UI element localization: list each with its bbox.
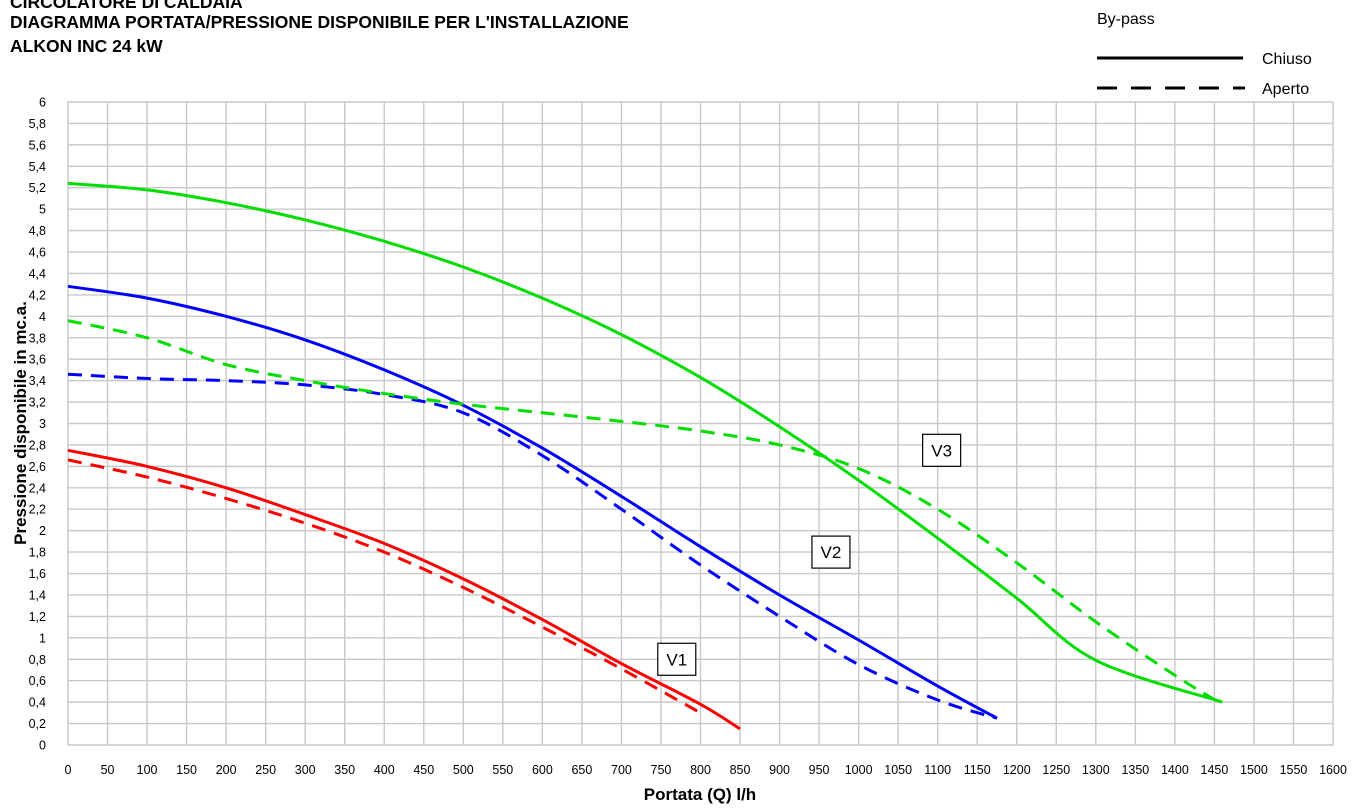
x-tick-label: 1350 (1121, 763, 1149, 777)
series-line-v3-aperto (67, 319, 1224, 706)
y-tick-label: 4,6 (29, 246, 46, 260)
chart-series-group (67, 181, 1224, 731)
y-tick-label: 2 (39, 524, 46, 538)
series-line-v3-chiuso (67, 181, 1223, 704)
chart-title-line2: DIAGRAMMA PORTATA/PRESSIONE DISPONIBILE … (10, 12, 629, 32)
y-tick-label: 3,8 (29, 331, 46, 345)
x-tick-label: 750 (651, 763, 672, 777)
x-tick-label: 1050 (884, 763, 912, 777)
y-tick-label: 4,2 (29, 288, 46, 302)
x-tick-label: 800 (690, 763, 711, 777)
x-tick-label: 1400 (1161, 763, 1189, 777)
x-tick-label: 1150 (964, 763, 991, 777)
y-tick-label: 0,4 (29, 696, 46, 710)
y-tick-label: 5,6 (29, 138, 46, 152)
curve-label-v1: V1 (666, 650, 687, 669)
x-tick-label: 900 (769, 763, 790, 777)
x-tick-label: 1550 (1280, 763, 1308, 777)
x-tick-label: 600 (532, 763, 553, 777)
series-line-v1-aperto (67, 458, 702, 715)
series-line-v2-aperto (67, 372, 998, 720)
series-line-v1-chiuso (67, 448, 741, 731)
y-tick-label: 3,4 (29, 374, 46, 388)
x-tick-label: 500 (453, 763, 474, 777)
x-tick-label: 650 (571, 763, 592, 777)
x-tick-label: 400 (374, 763, 395, 777)
curve-label-v2: V2 (821, 543, 842, 562)
y-tick-label: 1,2 (29, 610, 46, 624)
chart-ticks: 0 50 100 150 200 250 300 350 400 450 500 550 600 650 7… (29, 96, 1347, 778)
chart-curve-labels: V1 V2 V3 (657, 433, 962, 676)
y-tick-label: 0,8 (29, 653, 46, 667)
x-tick-label: 1300 (1082, 763, 1110, 777)
y-tick-label: 4,8 (29, 224, 46, 238)
x-tick-label: 200 (216, 763, 237, 777)
y-tick-label: 1,4 (29, 588, 46, 602)
x-tick-label: 250 (255, 763, 276, 777)
x-tick-label: 50 (101, 763, 115, 777)
x-tick-label: 100 (137, 763, 158, 777)
y-tick-label: 2,4 (29, 481, 46, 495)
x-tick-label: 1250 (1042, 763, 1070, 777)
legend-label-chiuso: Chiuso (1262, 51, 1312, 68)
y-tick-label: 4,4 (29, 267, 46, 281)
series-line-v2-chiuso (67, 284, 998, 720)
y-tick-label: 2,8 (29, 438, 46, 452)
x-tick-label: 1200 (1003, 763, 1031, 777)
x-tick-label: 1000 (845, 763, 873, 777)
x-tick-label: 550 (492, 763, 513, 777)
y-tick-label: 2,6 (29, 460, 46, 474)
chart-grid (67, 101, 1334, 746)
y-tick-label: 3,6 (29, 353, 46, 367)
x-tick-label: 1450 (1201, 763, 1229, 777)
y-tick-label: 4 (39, 310, 46, 324)
y-tick-label: 5 (39, 203, 46, 217)
y-tick-label: 1,8 (29, 546, 46, 560)
x-tick-label: 1100 (924, 763, 951, 777)
x-tick-label: 0 (65, 763, 72, 777)
legend-label-aperto: Aperto (1262, 81, 1309, 98)
y-tick-label: 2,2 (29, 503, 46, 517)
y-tick-label: 3 (39, 417, 46, 431)
y-tick-label: 5,4 (29, 160, 46, 174)
x-tick-label: 450 (413, 763, 434, 777)
y-tick-label: 5,8 (29, 117, 46, 131)
chart-title-line3: ALKON INC 24 kW (10, 36, 163, 56)
curve-label-box (922, 433, 962, 467)
x-axis-label: Portata (Q) l/h (644, 785, 756, 804)
y-tick-label: 1,6 (29, 567, 46, 581)
x-tick-label: 950 (809, 763, 830, 777)
chart-title-line1: CIRCOLATORE DI CALDAIA (10, 0, 243, 12)
x-tick-label: 1500 (1240, 763, 1268, 777)
curve-label-v3: V3 (931, 441, 952, 460)
y-tick-label: 6 (39, 96, 46, 110)
x-tick-label: 1600 (1319, 763, 1347, 777)
y-tick-label: 0,2 (29, 717, 46, 731)
x-tick-label: 850 (730, 763, 751, 777)
legend: By-pass Chiuso Aperto (1097, 11, 1312, 98)
y-tick-label: 0 (39, 739, 46, 753)
y-tick-label: 1 (39, 631, 46, 645)
y-tick-label: 0,6 (29, 674, 46, 688)
y-tick-label: 3,2 (29, 396, 46, 410)
x-tick-label: 350 (334, 763, 355, 777)
curve-label-box (811, 535, 851, 569)
x-tick-label: 700 (611, 763, 632, 777)
curve-label-box (657, 642, 697, 676)
x-tick-label: 300 (295, 763, 316, 777)
y-axis-label: Pressione disponibile in mc.a. (11, 301, 30, 545)
y-tick-label: 5,2 (29, 181, 46, 195)
legend-title: By-pass (1097, 11, 1155, 28)
x-tick-label: 150 (176, 763, 197, 777)
